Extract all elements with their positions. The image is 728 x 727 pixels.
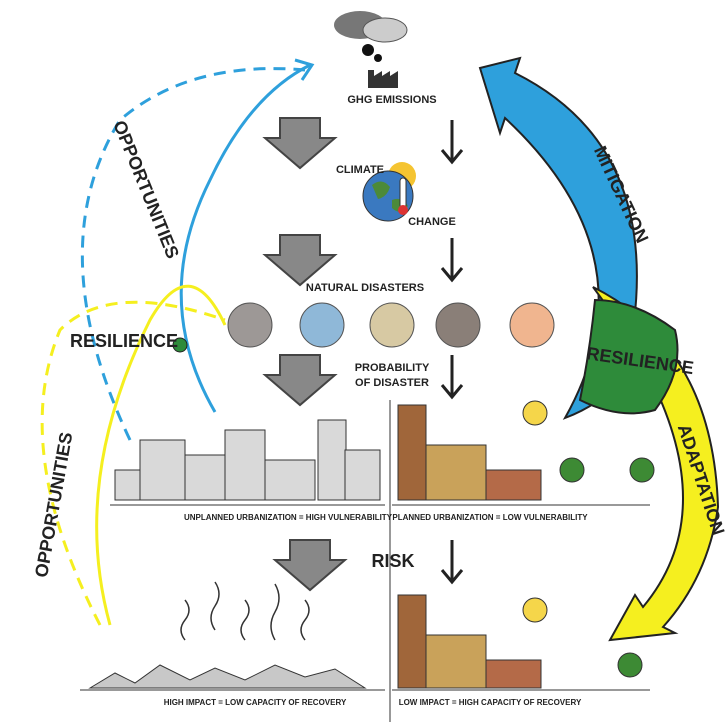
disasters-label: NATURAL DISASTERS xyxy=(306,282,424,294)
opportunities-label: OPPORTUNITIES xyxy=(109,118,183,262)
probability-label: OF DISASTER xyxy=(355,377,429,389)
resilience-label: RESILIENCE xyxy=(70,331,178,351)
unplanned-city xyxy=(115,420,380,500)
vulnerability-caption: PLANNED URBANIZATION = LOW VULNERABILITY xyxy=(392,513,588,522)
emissions-label: GHG EMISSIONS xyxy=(347,94,436,106)
change-label: CHANGE xyxy=(408,216,456,228)
emissions-icon xyxy=(334,11,407,88)
rubble xyxy=(90,665,365,688)
diagram: GHG EMISSIONS CLIMATE CHANGE NATURAL DIS… xyxy=(0,0,728,727)
smoke xyxy=(181,582,309,640)
risk-label: RISK xyxy=(371,551,414,571)
recovery-caption: HIGH IMPACT = LOW CAPACITY OF RECOVERY xyxy=(164,698,347,707)
disaster-icons xyxy=(228,303,554,347)
recovery-caption: LOW IMPACT = HIGH CAPACITY OF RECOVERY xyxy=(399,698,582,707)
recovered-city xyxy=(398,595,642,688)
opportunities-label: OPPORTUNITIES xyxy=(31,431,76,579)
vulnerability-caption: UNPLANNED URBANIZATION = HIGH VULNERABIL… xyxy=(184,513,393,522)
climate-label: CLIMATE xyxy=(336,164,384,176)
probability-label: PROBABILITY xyxy=(355,362,430,374)
planned-city xyxy=(398,401,654,500)
